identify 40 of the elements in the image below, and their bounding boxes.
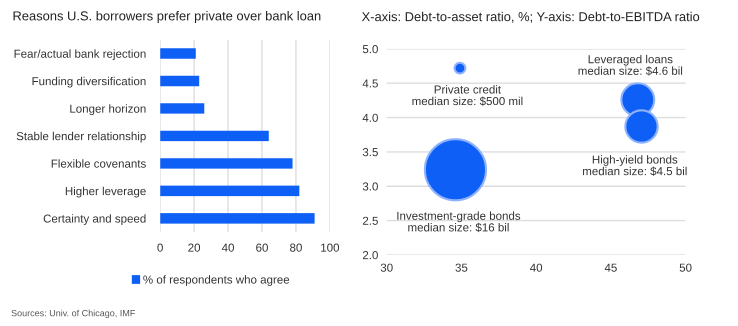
annotation: Investment-grade bonds median size: $16 bil bbox=[397, 211, 520, 232]
x-tick-label: 60 bbox=[256, 244, 268, 252]
y-tick-label: 2.0 bbox=[362, 251, 378, 260]
y-tick-label: 2.5 bbox=[362, 216, 378, 225]
y-tick-label: Stable lender relationship bbox=[16, 132, 146, 143]
y-tick-label: 3.5 bbox=[362, 148, 378, 156]
annotation: High-yield bonds median size: $4.5 bil bbox=[583, 155, 687, 176]
x-tick-label: 30 bbox=[380, 264, 393, 272]
y-tick-label: Funding diversification bbox=[32, 76, 146, 88]
bar bbox=[160, 48, 196, 59]
y-tick-label: Fear/actual bank rejection bbox=[14, 49, 146, 60]
y-tick-label: Longer horizon bbox=[70, 104, 146, 116]
legend-label: % of respondents who agree bbox=[143, 275, 290, 286]
x-tick-label: 40 bbox=[530, 264, 542, 272]
bar bbox=[160, 76, 200, 86]
x-tick-label: 35 bbox=[455, 264, 468, 272]
annotation: Private credit median size: $500 mil bbox=[412, 85, 522, 106]
source-note: Sources: Univ. of Chicago, IMF bbox=[11, 310, 135, 318]
y-tick-label: Certainty and speed bbox=[44, 214, 146, 225]
y-tick-label: 3.0 bbox=[362, 182, 378, 191]
y-tick-label: Flexible covenants bbox=[52, 159, 146, 168]
x-tick-label: 40 bbox=[222, 244, 234, 252]
y-tick-label: 4.0 bbox=[362, 114, 378, 122]
x-tick-label: 20 bbox=[188, 244, 200, 252]
y-tick-label: Higher leverage bbox=[66, 186, 146, 198]
annotation: Leveraged loans median size: $4.6 bil bbox=[578, 54, 682, 76]
bar bbox=[160, 103, 204, 114]
x-tick-label: 50 bbox=[680, 264, 692, 272]
x-tick-label: 80 bbox=[290, 244, 302, 252]
bar bbox=[160, 186, 300, 196]
bar bbox=[160, 158, 293, 169]
bar bbox=[160, 213, 315, 224]
chart-title: Reasons U.S. borrowers prefer private over bank loan bbox=[14, 10, 320, 24]
y-tick-label: 4.5 bbox=[362, 79, 378, 88]
bar bbox=[160, 130, 269, 142]
x-tick-label: 0 bbox=[157, 244, 163, 252]
x-tick-label: 100 bbox=[321, 244, 340, 252]
y-tick-label: 5.0 bbox=[362, 45, 378, 54]
x-tick-label: 45 bbox=[604, 264, 617, 272]
chart-title: X-axis: Debt-to-asset ratio, %; Y-axis: Debt-to-EBITDA ratio bbox=[362, 12, 700, 23]
